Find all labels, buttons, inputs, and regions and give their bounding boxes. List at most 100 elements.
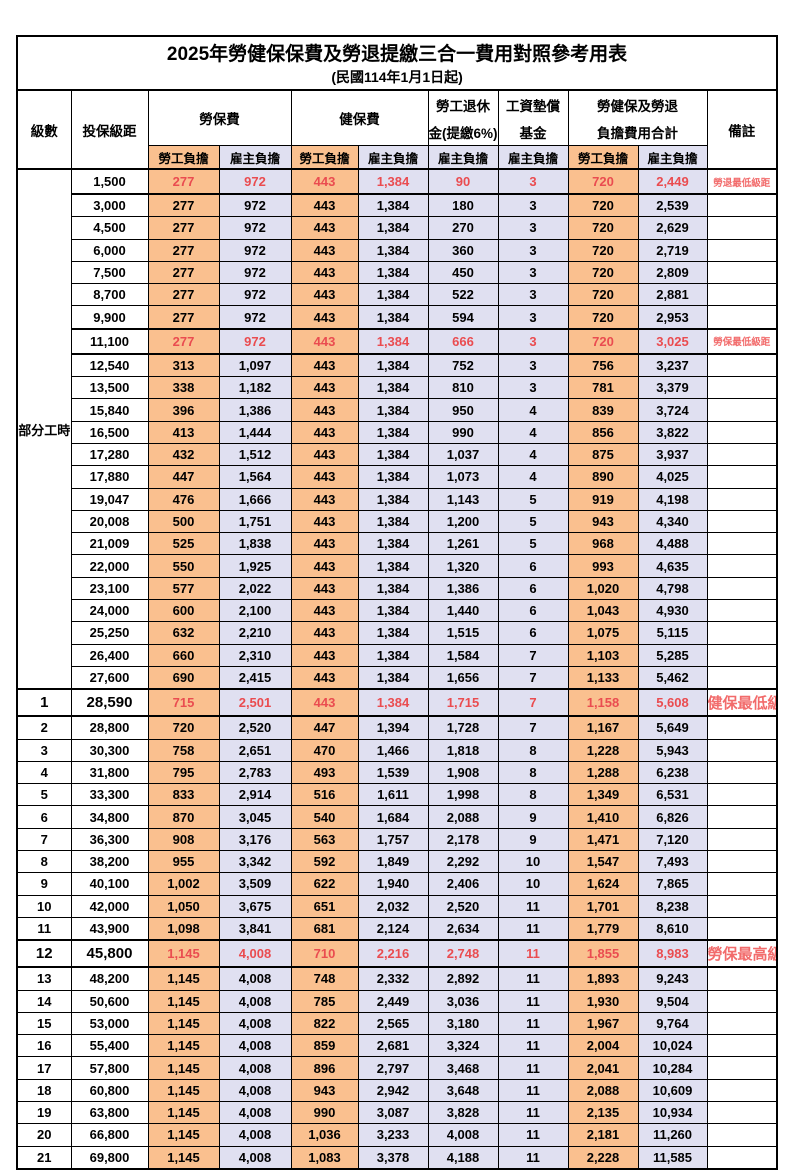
pension-employer-cell: 4,188: [427, 1145, 499, 1170]
pension-employer-cell: 1,440: [427, 599, 499, 623]
wage-fund-employer-cell: 11: [497, 989, 569, 1013]
total-employee-cell: 875: [567, 442, 639, 467]
total-employer-cell: 11,585: [637, 1145, 708, 1170]
table-row: 6 34,800 870 3,045 540 1,684 2,088 9 1,410 6,826: [16, 805, 778, 829]
health-employee-cell: 443: [290, 509, 359, 534]
salary-bracket-cell: 4,500: [70, 216, 149, 240]
labor-employee-cell: 447: [147, 465, 220, 489]
note-cell: [706, 872, 778, 896]
pension-employer-cell: 810: [427, 376, 499, 400]
pension-employer-cell: 2,088: [427, 805, 499, 829]
note-cell: [706, 576, 778, 601]
total-employer-cell: 3,724: [637, 398, 708, 422]
wage-fund-employer-cell: 11: [497, 916, 569, 941]
labor-employer-cell: 4,008: [218, 1034, 292, 1058]
wage-fund-employer-cell: 6: [497, 621, 569, 645]
total-employer-cell: 10,284: [637, 1056, 708, 1080]
total-employer-cell: 2,449: [637, 168, 708, 195]
level-cell: 20: [16, 1123, 72, 1147]
labor-employer-cell: 2,310: [218, 643, 292, 667]
total-employee-cell: 720: [567, 238, 639, 262]
note-cell: [706, 305, 778, 330]
health-employer-cell: 1,384: [357, 532, 429, 556]
pension-employer-cell: 2,520: [427, 894, 499, 918]
premium-table: 2025年勞健保保費及勞退提繳三合一費用對照參考用表 (民國114年1月1日起)…: [16, 35, 779, 1170]
wage-fund-employer-cell: 3: [497, 238, 569, 262]
health-employer-cell: 1,849: [357, 850, 429, 874]
total-employer-cell: 5,943: [637, 738, 708, 762]
pension-employer-cell: 4,008: [427, 1123, 499, 1147]
wage-fund-employer-cell: 10: [497, 872, 569, 896]
total-employee-cell: 2,041: [567, 1056, 639, 1080]
wage-fund-employer-cell: 3: [497, 168, 569, 195]
salary-bracket-cell: 16,500: [70, 420, 149, 444]
health-employee-cell: 443: [290, 688, 359, 718]
labor-employee-cell: 432: [147, 442, 220, 467]
pension-employer-cell: 950: [427, 398, 499, 422]
labor-employer-cell: 1,444: [218, 420, 292, 444]
labor-employee-cell: 1,145: [147, 1100, 220, 1125]
total-employee-cell: 919: [567, 487, 639, 511]
level-cell: 7: [16, 827, 72, 852]
salary-bracket-cell: 21,009: [70, 532, 149, 556]
total-employee-cell: 781: [567, 376, 639, 400]
table-row: 11,100 277 972 443 1,384 666 3 720 3,025 勞保最低級距: [17, 327, 778, 355]
note-cell: [706, 850, 778, 874]
labor-employer-cell: 4,008: [218, 989, 292, 1013]
wage-fund-employer-cell: 3: [497, 305, 569, 330]
health-employee-cell: 748: [290, 966, 359, 991]
pension-employer-cell: 1,998: [427, 783, 499, 807]
labor-employee-cell: 500: [147, 509, 220, 534]
salary-bracket-cell: 42,000: [70, 894, 149, 918]
salary-bracket-cell: 30,300: [70, 738, 149, 762]
total-employee-cell: 2,135: [567, 1100, 639, 1125]
pension-employer-cell: 3,468: [427, 1056, 499, 1080]
health-employer-cell: 1,384: [357, 643, 429, 667]
header-wage-fund-line2: 基金: [497, 119, 569, 146]
total-employee-cell: 856: [567, 420, 639, 444]
salary-bracket-cell: 23,100: [70, 576, 149, 601]
labor-employee-cell: 277: [147, 216, 220, 240]
note-cell: [706, 760, 778, 785]
total-employer-cell: 6,531: [637, 783, 708, 807]
labor-employer-cell: 4,008: [218, 1078, 292, 1102]
labor-employee-cell: 870: [147, 805, 220, 829]
pension-employer-cell: 3,828: [427, 1100, 499, 1125]
labor-employer-cell: 1,097: [218, 353, 292, 378]
pension-employer-cell: 270: [427, 216, 499, 240]
table-row: 6,000 277 972 443 1,384 360 3 720 2,719: [17, 238, 778, 262]
labor-employee-cell: 413: [147, 420, 220, 444]
wage-fund-employer-cell: 7: [497, 688, 569, 718]
health-employer-cell: 2,449: [357, 989, 429, 1013]
labor-employee-cell: 1,145: [147, 966, 220, 991]
total-employee-cell: 1,779: [567, 916, 639, 941]
labor-employee-cell: 277: [147, 260, 220, 285]
wage-fund-employer-cell: 4: [497, 398, 569, 422]
note-cell: [706, 442, 778, 467]
table-row: 21 69,800 1,145 4,008 1,083 3,378 4,188 11 2,228…: [16, 1145, 778, 1170]
level-cell: 8: [16, 850, 72, 874]
salary-bracket-cell: 22,000: [70, 554, 149, 578]
total-employer-cell: 6,238: [637, 760, 708, 785]
note-cell: [706, 599, 778, 623]
table-row: 17,880 447 1,564 443 1,384 1,073 4 890 4,025: [17, 465, 778, 489]
labor-employer-cell: 1,182: [218, 376, 292, 400]
salary-bracket-cell: 8,700: [70, 283, 149, 307]
health-employee-cell: 990: [290, 1100, 359, 1125]
pension-employer-cell: 3,648: [427, 1078, 499, 1102]
table-row: 27,600 690 2,415 443 1,384 1,656 7 1,133 5,462: [17, 665, 778, 690]
labor-employer-cell: 2,783: [218, 760, 292, 785]
labor-employee-cell: 277: [147, 238, 220, 262]
labor-employee-cell: 955: [147, 850, 220, 874]
labor-employee-cell: 1,145: [147, 1145, 220, 1170]
total-employee-cell: 1,349: [567, 783, 639, 807]
total-employee-cell: 720: [567, 168, 639, 195]
labor-employee-cell: 715: [147, 688, 220, 718]
pension-employer-cell: 1,656: [427, 665, 499, 690]
total-employee-cell: 720: [567, 327, 639, 355]
labor-employee-cell: 476: [147, 487, 220, 511]
total-employee-cell: 2,228: [567, 1145, 639, 1170]
labor-employer-cell: 4,008: [218, 1100, 292, 1125]
total-employer-cell: 7,120: [637, 827, 708, 852]
header-row-1: 級數 投保級距 勞保費 健保費 勞工退休 工資墊償 勞健保及勞退 備註: [16, 89, 778, 170]
